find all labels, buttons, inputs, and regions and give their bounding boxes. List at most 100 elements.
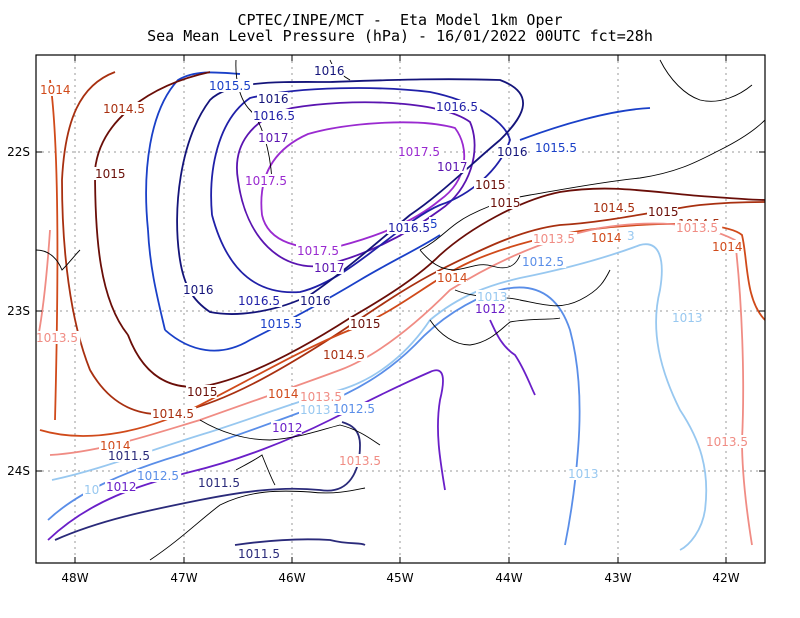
coastline-segment	[149, 487, 366, 561]
isobar-label: 10	[84, 483, 99, 497]
isobar-label: 1013.5	[706, 435, 748, 449]
isobar-label-background	[489, 196, 520, 209]
isobar-label-background	[299, 390, 345, 403]
isobar-label-background	[252, 109, 298, 122]
isobar-label: 1017	[314, 261, 345, 275]
isobar-label-background	[476, 290, 507, 303]
isobar-label-background	[257, 92, 288, 105]
isobar-label: 1014	[268, 387, 299, 401]
isobar-label-background	[675, 221, 721, 234]
isobar-label-background	[647, 205, 678, 218]
isobar-label-background	[590, 231, 621, 244]
isobar-label: 1015	[350, 317, 381, 331]
isobar-label-background	[436, 160, 467, 173]
y-tick-label: 22S	[7, 145, 30, 159]
graticule	[36, 55, 765, 563]
x-tick-label: 43W	[604, 571, 631, 585]
isobar-label: 1011.5	[238, 547, 280, 561]
isobar-label-background	[429, 217, 439, 230]
isobar-label-background	[387, 221, 433, 234]
isobar-label: 1013.5	[36, 331, 78, 345]
isobar-label-background	[83, 483, 100, 496]
isobar-label: 1015	[475, 178, 506, 192]
isobar-label-background	[237, 294, 283, 307]
isobar-1015.5	[145, 71, 651, 352]
isobar-label-background	[313, 64, 344, 77]
isobar-label-background	[338, 454, 384, 467]
isobar-label: 1015.5	[260, 317, 302, 331]
isobar-label-background	[435, 100, 481, 113]
isobar-1013	[51, 243, 708, 551]
isobar-label: 1013.5	[300, 390, 342, 404]
isobar-label: 1015	[648, 205, 679, 219]
y-tick-label: 23S	[7, 304, 30, 318]
isobar-label-background	[671, 311, 702, 324]
coastline-segment	[659, 59, 753, 102]
isobar-label: 1016	[314, 64, 345, 78]
isobar-1012.5	[47, 286, 581, 546]
isobar-label-background	[296, 244, 342, 257]
isobar-label: 1012.5	[137, 469, 179, 483]
isobar-1017	[236, 101, 476, 268]
isobar-label: 1014.5	[323, 348, 365, 362]
isobar-label: 1016.5	[253, 109, 295, 123]
isobar-label: 5	[430, 217, 438, 231]
isobar-label-background	[474, 178, 505, 191]
isobar-label: 1013.5	[339, 454, 381, 468]
isobar-label: 1016	[497, 145, 528, 159]
isobar-label: 1014	[437, 271, 468, 285]
isobar-label: 1012	[272, 421, 303, 435]
isobar-label: 1015.5	[535, 141, 577, 155]
isobar-label-background	[244, 174, 290, 187]
x-tick-label: 45W	[386, 571, 413, 585]
isobar-label: 1017	[437, 160, 468, 174]
isobar-label-background	[567, 467, 598, 480]
isobar-label: 1012	[475, 302, 506, 316]
isobar-label-background	[592, 201, 638, 214]
isobar-label-background	[105, 480, 136, 493]
x-tick-label: 48W	[61, 571, 88, 585]
isobar-label: 1017	[258, 131, 289, 145]
isobar-label: 1012.5	[333, 402, 375, 416]
map-title: CPTEC/INPE/MCT - Eta Model 1km Oper Sea …	[0, 12, 800, 44]
isobar-label: 1017.5	[245, 174, 287, 188]
isobar-label: 1013	[300, 403, 331, 417]
isobar-label-background	[94, 167, 125, 180]
isobar-label: 1011.5	[198, 476, 240, 490]
isobar-label-background	[532, 232, 578, 245]
coastline-segment	[36, 249, 81, 271]
x-tick-label: 46W	[278, 571, 305, 585]
isobar-label: 1015	[490, 196, 521, 210]
isobar-labels: 1014 1014.5 1015.5 1016 1016 1016.5 1016.5 1017…	[35, 64, 751, 561]
isobar-label-background	[237, 547, 283, 560]
isobar-label-background	[397, 145, 443, 158]
isobar-label-background	[299, 294, 330, 307]
isobar-label-background	[39, 83, 70, 96]
isobar-label: 1013	[477, 290, 508, 304]
isobar-label-background	[208, 79, 254, 92]
isobar-label-background	[136, 469, 182, 482]
title-line-1: CPTEC/INPE/MCT - Eta Model 1km Oper	[237, 11, 563, 29]
coastline-segment	[429, 317, 561, 346]
isobar-label-background	[299, 403, 330, 416]
isobar-label-background	[102, 102, 148, 115]
coastline-segment	[419, 119, 765, 251]
isobar-label: 1016	[183, 283, 214, 297]
isobar-label-background	[182, 283, 213, 296]
isobar-1016	[176, 78, 524, 315]
isobar-label-background	[705, 435, 751, 448]
y-tick-label: 24S	[7, 464, 30, 478]
isobar-label-background	[626, 229, 636, 242]
isobar-label: 1013	[568, 467, 599, 481]
isobar-1011.5	[54, 421, 366, 546]
isobar-label-background	[474, 302, 505, 315]
x-tick-label: 47W	[170, 571, 197, 585]
isobar-label: 3	[627, 229, 635, 243]
isobar-label: 1014	[591, 231, 622, 245]
isobar-label-background	[349, 317, 380, 330]
isobar-label-background	[186, 385, 217, 398]
isobar-1016.5	[210, 87, 511, 294]
isobar-label: 1016.5	[436, 100, 478, 114]
isobar-label-background	[267, 387, 298, 400]
